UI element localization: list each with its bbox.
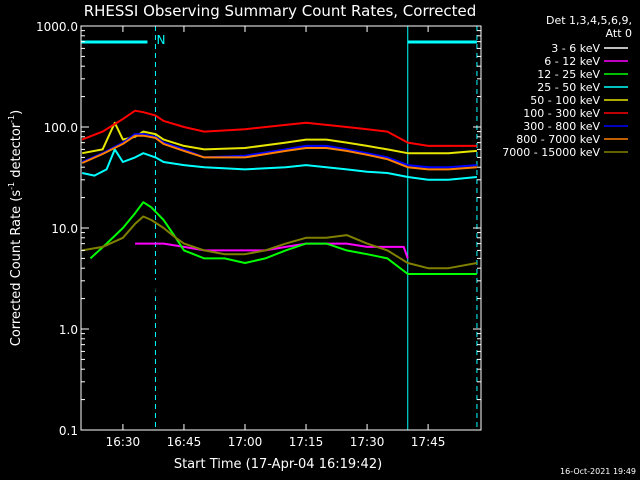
series-line-3-6-kev xyxy=(134,279,404,330)
legend-label: 7000 - 15000 keV xyxy=(502,146,600,159)
legend-label: 25 - 50 keV xyxy=(537,81,600,94)
series-line-800-7000-kev xyxy=(81,134,477,171)
chart-title: RHESSI Observing Summary Count Rates, Co… xyxy=(84,2,477,20)
night-marker-label: N xyxy=(157,33,166,47)
y-tick-label: 0.1 xyxy=(59,424,78,438)
legend-label: 800 - 7000 keV xyxy=(516,133,600,146)
y-axis-label: Corrected Count Rate (s-1 detector-1) xyxy=(7,110,24,346)
x-tick-label: 17:30 xyxy=(350,435,385,449)
y-axis-label-sup1: -1 xyxy=(7,182,16,190)
y-tick-label: 1000.0 xyxy=(36,20,78,34)
y-axis-label-main: Corrected Count Rate (s xyxy=(9,190,24,347)
series-line-12-25-kev xyxy=(89,201,477,275)
legend-label: 300 - 800 keV xyxy=(523,120,600,133)
detector-info-line1: Det 1,3,4,5,6,9, xyxy=(546,14,632,27)
legend-label: 6 - 12 keV xyxy=(544,55,600,68)
y-tick-label: 1.0 xyxy=(59,323,78,337)
x-tick-label: 17:15 xyxy=(289,435,324,449)
x-tick-label: 16:45 xyxy=(167,435,202,449)
x-tick-label: 17:00 xyxy=(228,435,263,449)
legend-label: 100 - 300 keV xyxy=(523,107,600,120)
x-axis-label: Start Time (17-Apr-04 16:19:42) xyxy=(174,457,382,472)
y-axis-label-end: ) xyxy=(9,110,24,115)
y-tick-label: 100.0 xyxy=(44,121,78,135)
legend-label: 50 - 100 keV xyxy=(530,94,600,107)
series-line-300-800-kev xyxy=(81,133,477,169)
legend-label: 3 - 6 keV xyxy=(551,42,600,55)
y-axis-label-sup2: -1 xyxy=(7,115,16,123)
series-line-100-300-kev xyxy=(81,109,477,147)
series-layer xyxy=(81,109,478,330)
x-tick-label: 16:30 xyxy=(106,435,141,449)
y-tick-label: 10.0 xyxy=(51,222,78,236)
detector-info-line2: Att 0 xyxy=(606,27,632,40)
legend-label: 12 - 25 keV xyxy=(537,68,600,81)
x-tick-label: 17:45 xyxy=(411,435,446,449)
generation-timestamp: 16-Oct-2021 19:49 xyxy=(560,467,636,476)
y-axis: 1000.0 100.0 10.0 1.0 0.1 xyxy=(36,20,481,438)
y-axis-label-mid: detector xyxy=(9,122,24,182)
x-axis: 16:30 16:45 17:00 17:15 17:30 17:45 xyxy=(106,26,446,449)
series-line-25-50-kev xyxy=(81,148,477,181)
series-line-7000-15000-kev xyxy=(82,215,478,270)
